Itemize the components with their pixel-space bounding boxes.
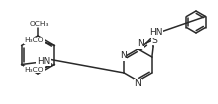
Text: N: N	[137, 39, 144, 48]
Text: H₃CO: H₃CO	[25, 66, 44, 72]
Text: H₃CO: H₃CO	[25, 38, 44, 43]
Text: S: S	[152, 36, 157, 45]
Text: HN: HN	[150, 28, 163, 37]
Text: HN: HN	[37, 57, 50, 66]
Text: OCH₃: OCH₃	[29, 21, 49, 27]
Text: N: N	[135, 79, 141, 89]
Text: N: N	[120, 51, 127, 61]
